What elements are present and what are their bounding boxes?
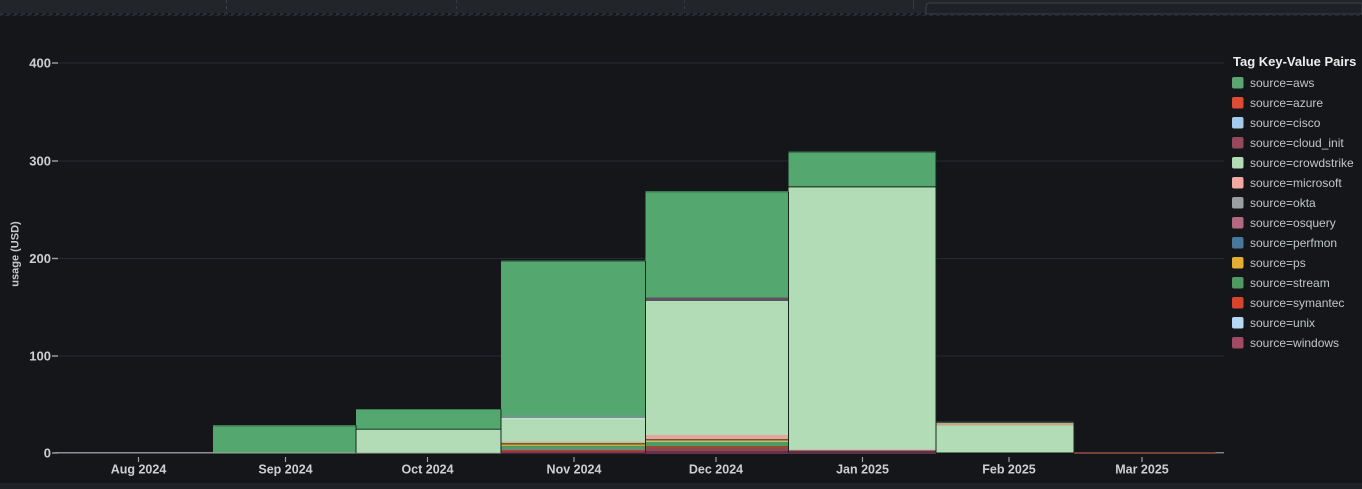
- svg-text:300: 300: [29, 154, 51, 169]
- svg-text:source=perfmon: source=perfmon: [1250, 236, 1337, 250]
- svg-text:100: 100: [29, 349, 51, 364]
- svg-text:source=osquery: source=osquery: [1250, 216, 1336, 230]
- svg-text:0: 0: [44, 446, 51, 461]
- svg-text:source=microsoft: source=microsoft: [1250, 176, 1342, 190]
- svg-text:source=cisco: source=cisco: [1250, 116, 1321, 130]
- svg-text:source=stream: source=stream: [1250, 276, 1330, 290]
- svg-text:Tag Key-Value Pairs: Tag Key-Value Pairs: [1233, 54, 1356, 69]
- svg-text:200: 200: [29, 251, 51, 266]
- svg-text:usage (USD): usage (USD): [10, 221, 22, 287]
- svg-text:source=symantec: source=symantec: [1250, 296, 1344, 310]
- svg-text:400: 400: [29, 56, 51, 71]
- svg-text:Aug 2024: Aug 2024: [111, 463, 167, 477]
- svg-text:source=ps: source=ps: [1250, 256, 1306, 270]
- svg-text:Sep 2024: Sep 2024: [258, 463, 312, 477]
- svg-text:source=windows: source=windows: [1250, 336, 1339, 350]
- svg-text:Feb 2025: Feb 2025: [982, 463, 1036, 477]
- svg-text:Oct 2024: Oct 2024: [401, 463, 453, 477]
- svg-text:source=azure: source=azure: [1250, 96, 1323, 110]
- svg-text:Dec 2024: Dec 2024: [689, 463, 743, 477]
- svg-text:source=cloud_init: source=cloud_init: [1250, 136, 1344, 150]
- svg-text:Jan 2025: Jan 2025: [836, 463, 889, 477]
- svg-text:source=aws: source=aws: [1250, 76, 1314, 90]
- svg-text:Mar 2025: Mar 2025: [1115, 463, 1169, 477]
- svg-text:Nov 2024: Nov 2024: [547, 463, 602, 477]
- svg-text:source=okta: source=okta: [1250, 196, 1316, 210]
- svg-text:source=crowdstrike: source=crowdstrike: [1250, 156, 1354, 170]
- svg-text:source=unix: source=unix: [1250, 316, 1315, 330]
